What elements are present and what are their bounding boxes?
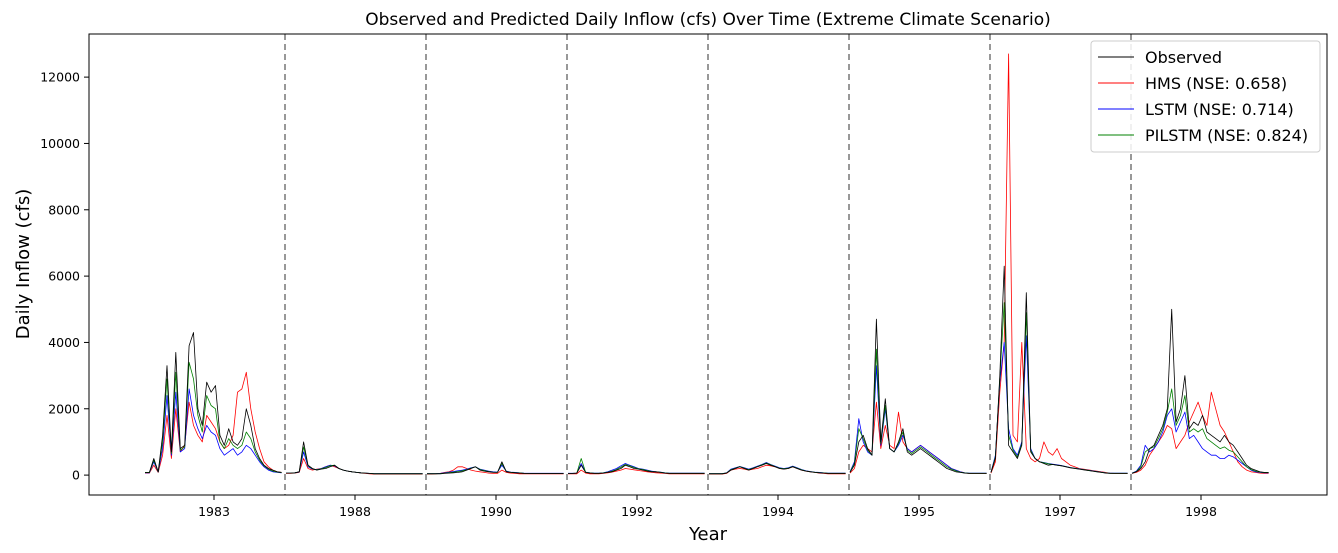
y-tick-label: 8000: [48, 202, 80, 217]
series-line-lstm-period-6: [849, 365, 987, 474]
y-tick-label: 12000: [40, 70, 80, 85]
y-axis: 0 2000 4000 6000 8000 10000 12000: [40, 70, 89, 483]
series-line-hms-period-1: [145, 371, 282, 474]
series-line-pilstm-period-8: [1131, 388, 1269, 474]
x-axis-label: Year: [688, 524, 728, 545]
y-tick-label: 4000: [48, 335, 80, 350]
y-tick-label: 6000: [48, 269, 80, 284]
legend-label: HMS (NSE: 0.658): [1145, 74, 1287, 93]
series-line-observed-period-4: [568, 464, 705, 474]
y-tick-label: 10000: [40, 136, 80, 151]
legend-label: Observed: [1145, 48, 1222, 67]
series-line-pilstm-period-1: [145, 361, 282, 474]
legend-box: [1090, 40, 1321, 153]
series-line-observed-period-3: [427, 461, 564, 475]
x-tick-label: 1997: [1044, 504, 1076, 519]
x-tick-label: 1992: [621, 504, 653, 519]
series-line-observed-period-5: [709, 463, 846, 475]
series-line-hms-period-6: [849, 401, 987, 474]
x-tick-label: 1994: [762, 504, 794, 519]
period-separators: [284, 34, 1132, 495]
series-line-hms-period-8: [1131, 391, 1269, 474]
y-tick-label: 0: [72, 468, 80, 483]
series-line-pilstm-period-4: [568, 458, 705, 474]
y-axis-label: Daily Inflow (cfs): [13, 189, 34, 339]
legend-label: LSTM (NSE: 0.714): [1145, 100, 1294, 119]
series-line-pilstm-period-6: [849, 348, 987, 474]
x-tick-label: 1998: [1185, 504, 1217, 519]
series-line-lstm-period-8: [1131, 408, 1269, 474]
x-tick-label: 1983: [198, 504, 230, 519]
series-line-lstm-period-7: [990, 335, 1128, 474]
plot-frame: [88, 33, 1328, 496]
x-tick-label: 1995: [903, 504, 935, 519]
legend: Observed HMS (NSE: 0.658) LSTM (NSE: 0.714…: [1090, 40, 1321, 153]
chart-title: Observed and Predicted Daily Inflow (cfs…: [365, 10, 1051, 30]
series-line-pilstm-period-5: [709, 462, 846, 475]
series-line-observed-period-6: [849, 318, 987, 474]
series-line-pilstm-period-2: [286, 446, 423, 475]
x-tick-label: 1988: [339, 504, 371, 519]
series-line-observed-period-2: [286, 441, 423, 475]
series-line-observed-period-8: [1131, 308, 1269, 474]
series-line-lstm-period-1: [145, 388, 282, 474]
series-line-observed-period-1: [145, 332, 282, 473]
series-line-observed-period-7: [990, 265, 1128, 474]
y-tick-label: 2000: [48, 401, 80, 416]
legend-label: PILSTM (NSE: 0.824): [1145, 126, 1308, 145]
x-tick-label: 1990: [480, 504, 512, 519]
x-axis: 1983 1988 1990 1992 1994 1995 1997 1998: [198, 495, 1217, 519]
series-lines: [145, 53, 1269, 475]
